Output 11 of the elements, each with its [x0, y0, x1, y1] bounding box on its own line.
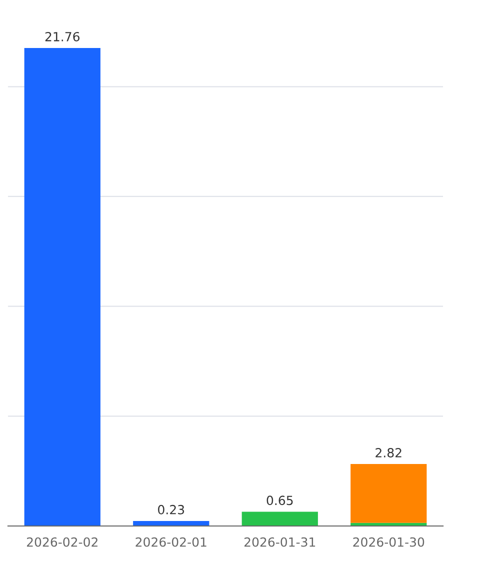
x-tick-label: 2026-02-02	[26, 537, 98, 547]
x-tick-label: 2026-01-30	[353, 537, 424, 547]
x-tick-label: 2026-01-31	[244, 537, 316, 547]
data-label: 0.23	[158, 504, 184, 514]
data-label: 21.76	[45, 32, 80, 42]
total-label: 2.82	[376, 448, 402, 458]
x-tick-label: 2026-02-01	[136, 537, 206, 547]
bar	[24, 48, 100, 526]
bar	[242, 512, 318, 526]
bar	[350, 464, 427, 523]
data-label: 0.65	[266, 496, 293, 506]
